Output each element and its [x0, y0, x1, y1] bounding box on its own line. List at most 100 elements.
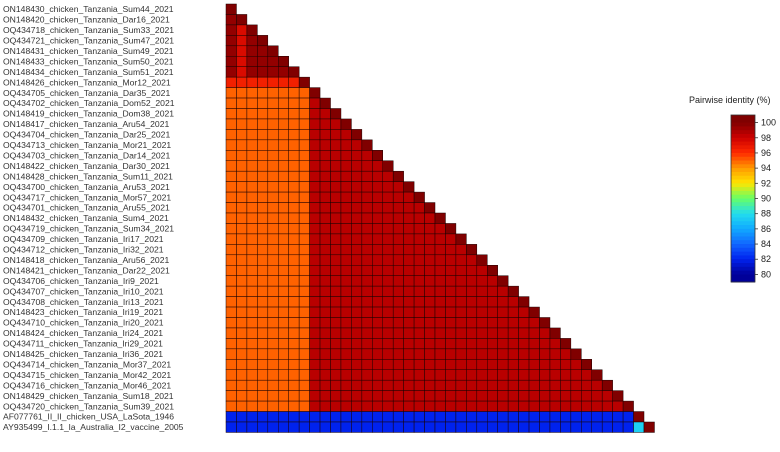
heatmap-cell	[351, 233, 363, 245]
heatmap-cell	[257, 181, 269, 193]
heatmap-cell	[278, 139, 289, 151]
heatmap-cell	[278, 170, 289, 182]
heatmap-cell	[518, 379, 530, 391]
heatmap-cell	[278, 285, 289, 297]
row-label: OQ434707_chicken_Tanzania_Iri10_2021	[3, 286, 164, 296]
legend-color-segment	[731, 171, 755, 177]
heatmap-cell	[330, 244, 342, 256]
heatmap-cells	[225, 3, 655, 433]
heatmap-cell	[455, 400, 467, 412]
heatmap-cell	[413, 202, 425, 214]
heatmap-cell	[497, 296, 509, 308]
heatmap-cell	[309, 338, 321, 350]
heatmap-cell	[361, 306, 373, 318]
heatmap-cell	[466, 390, 478, 402]
legend-color-segment	[731, 156, 755, 162]
legend-color-segment	[731, 213, 755, 218]
heatmap-cell	[319, 118, 331, 130]
row-label: ON148430_chicken_Tanzania_Sum44_2021	[3, 4, 174, 14]
heatmap-cell	[434, 275, 446, 287]
heatmap-cell	[382, 181, 394, 193]
heatmap-cell	[539, 348, 551, 360]
heatmap-cell	[403, 233, 415, 245]
heatmap-cell	[319, 212, 331, 224]
heatmap-cell	[278, 359, 289, 370]
heatmap-cell	[612, 400, 624, 412]
heatmap-cell	[351, 191, 363, 203]
heatmap-cell	[236, 118, 248, 130]
heatmap-cell	[257, 233, 269, 245]
row-label: ON148418_chicken_Tanzania_Aru56_2021	[3, 255, 169, 265]
heatmap-cell	[560, 390, 572, 402]
heatmap-cell	[225, 150, 237, 162]
heatmap-cell	[403, 254, 415, 266]
heatmap-cell	[330, 411, 342, 423]
heatmap-cell	[225, 160, 237, 172]
heatmap-cell	[413, 191, 425, 203]
heatmap-cell	[403, 223, 415, 235]
heatmap-cell	[278, 369, 289, 381]
heatmap-cell	[455, 233, 467, 245]
heatmap-cell	[518, 390, 530, 402]
heatmap-cell	[382, 254, 394, 266]
heatmap-cell	[340, 150, 352, 162]
heatmap-cell	[246, 139, 258, 151]
heatmap-cell	[424, 254, 436, 266]
heatmap-cell	[361, 285, 373, 297]
heatmap-cell	[309, 421, 321, 433]
legend-color-segment	[731, 164, 755, 169]
heatmap-cell	[403, 202, 415, 214]
heatmap-cell	[361, 160, 373, 172]
heatmap-cell	[288, 160, 300, 172]
heatmap-cell	[340, 118, 352, 130]
heatmap-cell	[372, 265, 383, 276]
heatmap-cell	[403, 411, 415, 423]
heatmap-cell	[298, 118, 310, 130]
heatmap-cell	[340, 348, 352, 360]
heatmap-cell	[392, 338, 404, 350]
heatmap-cell	[487, 338, 498, 350]
heatmap-cell	[267, 66, 279, 78]
heatmap-cell	[497, 285, 509, 297]
heatmap-cell	[570, 400, 582, 412]
heatmap-cell	[476, 338, 488, 350]
heatmap-cell	[246, 129, 258, 141]
legend-color-segment	[731, 168, 755, 173]
heatmap-cell	[528, 359, 540, 370]
heatmap-cell	[372, 160, 383, 172]
heatmap-cell	[413, 338, 425, 350]
heatmap-cell	[309, 150, 321, 162]
heatmap-cell	[257, 97, 269, 109]
heatmap-cell	[372, 306, 383, 318]
heatmap-cell	[351, 327, 363, 339]
heatmap-cell	[236, 129, 248, 141]
legend-color-segment	[731, 278, 755, 283]
legend-color-segment	[731, 118, 755, 124]
heatmap-cell	[330, 150, 342, 162]
heatmap-cell	[570, 411, 582, 423]
heatmap-cell	[445, 379, 457, 391]
heatmap-cell	[267, 191, 279, 203]
heatmap-cell	[466, 400, 478, 412]
heatmap-cell	[507, 285, 519, 297]
heatmap-cell	[309, 244, 321, 256]
heatmap-cell	[309, 139, 321, 151]
legend-color-segment	[731, 274, 755, 279]
heatmap-cell	[445, 400, 457, 412]
heatmap-cell	[267, 139, 279, 151]
row-label: OQ434700_chicken_Tanzania_Aru53_2021	[3, 182, 170, 192]
heatmap-cell	[288, 275, 300, 287]
heatmap-cell	[267, 338, 279, 350]
heatmap-cell	[236, 285, 248, 297]
heatmap-cell	[246, 306, 258, 318]
heatmap-cell	[340, 244, 352, 256]
heatmap-cell	[246, 160, 258, 172]
heatmap-cell	[340, 191, 352, 203]
heatmap-cell	[351, 411, 363, 423]
heatmap-cell	[622, 421, 634, 433]
heatmap-cell	[298, 275, 310, 287]
heatmap-cell	[309, 411, 321, 423]
heatmap-cell	[236, 348, 248, 360]
heatmap-cell	[298, 390, 310, 402]
